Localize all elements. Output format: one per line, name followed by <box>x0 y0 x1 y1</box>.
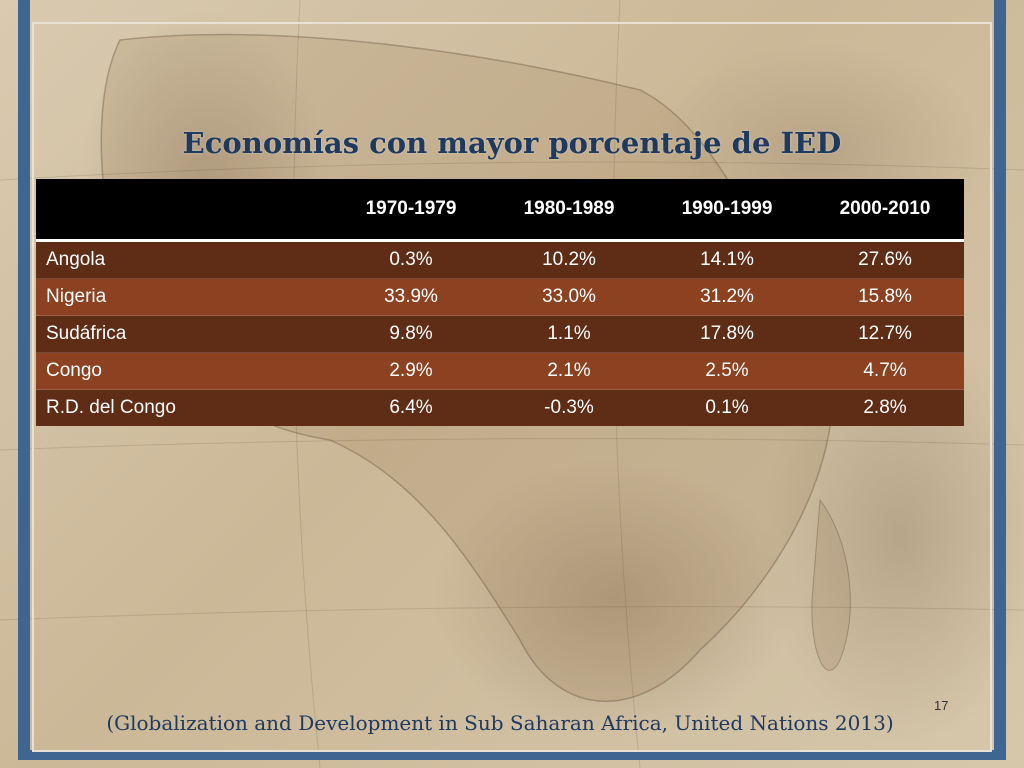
fdi-table: 1970-1979 1980-1989 1990-1999 2000-2010 … <box>36 179 964 426</box>
page-number: 17 <box>934 698 949 713</box>
slide-frame <box>18 0 1006 760</box>
row-label: Nigeria <box>36 278 332 316</box>
header-blank-cell <box>36 179 332 242</box>
table-cell: 4.7% <box>806 352 964 390</box>
header-1980-1989: 1980-1989 <box>490 179 648 242</box>
source-citation: (Globalization and Development in Sub Sa… <box>106 711 894 735</box>
table-cell: 31.2% <box>648 278 806 316</box>
table-header-row: 1970-1979 1980-1989 1990-1999 2000-2010 <box>36 179 964 242</box>
table-cell: 9.8% <box>332 315 490 353</box>
table-cell: 2.8% <box>806 389 964 426</box>
table-cell: 6.4% <box>332 389 490 426</box>
table-cell: 17.8% <box>648 315 806 353</box>
table-cell: 0.1% <box>648 389 806 426</box>
row-label: Congo <box>36 352 332 390</box>
table-cell: 12.7% <box>806 315 964 353</box>
table-row: Nigeria 33.9% 33.0% 31.2% 15.8% <box>36 278 964 316</box>
row-label: R.D. del Congo <box>36 389 332 426</box>
table-row: R.D. del Congo 6.4% -0.3% 0.1% 2.8% <box>36 389 964 426</box>
table-cell: 33.0% <box>490 278 648 316</box>
table-row: Angola 0.3% 10.2% 14.1% 27.6% <box>36 240 964 279</box>
table-cell: 15.8% <box>806 278 964 316</box>
slide-title: Economías con mayor porcentaje de IED <box>182 126 842 160</box>
table-cell: 1.1% <box>490 315 648 353</box>
slide-inner-border <box>32 22 992 752</box>
table-row: Congo 2.9% 2.1% 2.5% 4.7% <box>36 352 964 390</box>
table-cell: 2.5% <box>648 352 806 390</box>
table-cell: 0.3% <box>332 240 490 279</box>
row-label: Angola <box>36 240 332 279</box>
table-cell: 2.1% <box>490 352 648 390</box>
table-cell: 2.9% <box>332 352 490 390</box>
header-1970-1979: 1970-1979 <box>332 179 490 242</box>
table-cell: 33.9% <box>332 278 490 316</box>
header-2000-2010: 2000-2010 <box>806 179 964 242</box>
row-label: Sudáfrica <box>36 315 332 353</box>
table-cell: 14.1% <box>648 240 806 279</box>
table-cell: 27.6% <box>806 240 964 279</box>
header-1990-1999: 1990-1999 <box>648 179 806 242</box>
table-cell: -0.3% <box>490 389 648 426</box>
table-row: Sudáfrica 9.8% 1.1% 17.8% 12.7% <box>36 315 964 353</box>
table-cell: 10.2% <box>490 240 648 279</box>
